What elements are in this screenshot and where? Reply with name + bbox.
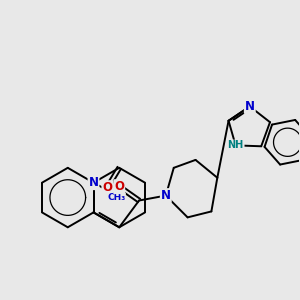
Text: N: N [161, 189, 171, 202]
Text: N: N [88, 176, 98, 189]
Text: O: O [114, 180, 124, 193]
Text: O: O [102, 181, 112, 194]
Text: N: N [245, 100, 255, 113]
Text: CH₃: CH₃ [107, 193, 125, 202]
Text: NH: NH [227, 140, 244, 150]
